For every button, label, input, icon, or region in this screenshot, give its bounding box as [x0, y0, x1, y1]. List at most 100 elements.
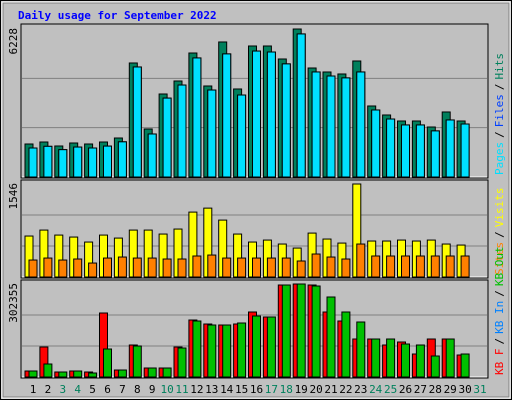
- legend-separator: /: [493, 84, 506, 91]
- bar: [252, 315, 261, 378]
- bar: [207, 254, 217, 278]
- legend-entry: KB F: [493, 349, 506, 376]
- bar: [341, 311, 351, 378]
- bar: [356, 243, 366, 278]
- bar: [311, 71, 321, 178]
- legend: Pages / Files / Hits: [493, 53, 506, 175]
- x-tick-label: 21: [324, 383, 337, 396]
- bar: [58, 371, 68, 378]
- bar: [430, 255, 440, 278]
- bar: [356, 321, 366, 378]
- bar: [445, 255, 455, 278]
- bar: [341, 258, 351, 278]
- bar: [386, 118, 396, 178]
- chart-title: Daily usage for September 2022: [18, 9, 217, 22]
- x-tick-label: 4: [74, 383, 81, 396]
- y-max-label: 6228: [7, 28, 20, 55]
- legend-entry: Visits: [493, 188, 506, 228]
- bar: [207, 324, 217, 378]
- x-tick-label: 26: [399, 383, 412, 396]
- legend: KB F / KB In / KB Out: [493, 246, 506, 375]
- legend-separator: /: [493, 290, 506, 297]
- x-tick-label: 19: [295, 383, 308, 396]
- bar: [222, 257, 232, 278]
- bar: [88, 262, 98, 278]
- bar: [43, 363, 53, 378]
- x-tick-label: 1: [30, 383, 37, 396]
- bar: [401, 343, 410, 378]
- x-tick-label: 9: [149, 383, 156, 396]
- x-tick-label: 12: [190, 383, 203, 396]
- bar: [371, 338, 381, 378]
- bar: [311, 253, 321, 278]
- x-tick-label: 6: [104, 383, 111, 396]
- bar: [430, 130, 440, 178]
- legend-entry: KB Out: [493, 246, 506, 286]
- bar: [28, 147, 38, 178]
- x-tick-label: 10: [160, 383, 173, 396]
- bar: [192, 320, 202, 378]
- x-tick-label: 31: [473, 383, 486, 396]
- bar: [147, 133, 157, 178]
- bar: [207, 89, 217, 178]
- bar: [162, 258, 172, 278]
- bar: [117, 256, 127, 278]
- bar: [430, 355, 440, 378]
- bar: [296, 33, 306, 178]
- legend-entry: KB In: [493, 301, 506, 334]
- bar: [147, 257, 157, 278]
- x-tick-label: 13: [205, 383, 218, 396]
- legend-entry: Files: [493, 94, 506, 127]
- bar: [58, 259, 68, 278]
- legend-entry: Pages: [493, 142, 506, 175]
- bar: [460, 255, 470, 278]
- x-tick-label: 28: [429, 383, 442, 396]
- bar: [281, 257, 291, 278]
- bar: [162, 367, 172, 378]
- bar: [58, 149, 68, 178]
- bar: [252, 257, 261, 278]
- bar: [43, 145, 53, 178]
- bar: [132, 257, 142, 278]
- bar: [445, 338, 455, 378]
- bar: [177, 84, 187, 178]
- bar: [326, 256, 336, 278]
- bar: [117, 141, 127, 178]
- legend: Sites / Visits: [493, 188, 506, 276]
- bar: [266, 257, 276, 278]
- bar: [296, 260, 306, 278]
- y-max-label: 302355: [7, 283, 20, 323]
- x-tick-label: 25: [384, 383, 397, 396]
- x-tick-label: 30: [458, 383, 471, 396]
- bar: [281, 284, 291, 378]
- bar: [401, 124, 410, 178]
- bar: [103, 257, 112, 278]
- bar: [73, 370, 83, 378]
- bar: [192, 255, 202, 278]
- bar: [88, 372, 98, 378]
- x-tick-label: 22: [339, 383, 352, 396]
- bar: [326, 75, 336, 178]
- bar: [371, 109, 381, 178]
- x-tick-label: 2: [45, 383, 52, 396]
- bar: [88, 147, 98, 178]
- bar: [73, 258, 83, 278]
- bar: [401, 255, 410, 278]
- x-tick-label: 24: [369, 383, 383, 396]
- bar: [222, 53, 232, 178]
- bar: [386, 255, 396, 278]
- bar: [326, 296, 336, 378]
- bar: [103, 348, 112, 378]
- bar: [237, 257, 247, 278]
- bar: [296, 283, 306, 378]
- bar: [460, 123, 470, 178]
- bar: [356, 71, 366, 178]
- x-tick-label: 23: [354, 383, 367, 396]
- bar: [386, 338, 396, 378]
- legend-entry: Sites: [493, 242, 506, 275]
- x-tick-label: 5: [89, 383, 96, 396]
- x-tick-label: 18: [280, 383, 293, 396]
